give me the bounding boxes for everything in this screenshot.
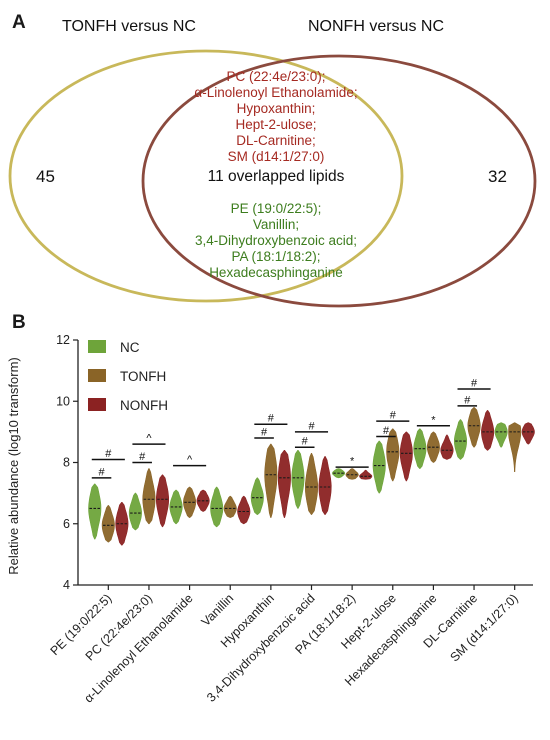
violin-nc (372, 440, 386, 494)
venn-overlap-label: 11 overlapped lipids (208, 168, 345, 185)
significance-label: # (471, 378, 478, 390)
y-tick-label: 4 (63, 578, 70, 592)
venn-red-item: Hypoxanthin; (237, 101, 316, 116)
violin-nc (494, 422, 508, 448)
violin-tonfh (223, 495, 237, 518)
venn-red-item: SM (d14:1/27:0) (228, 149, 325, 164)
significance-label: # (139, 451, 146, 463)
venn-left-count: 45 (36, 167, 55, 186)
y-tick-label: 12 (56, 333, 70, 347)
significance-label: # (390, 410, 397, 422)
venn-green-item: PA (18:1/18:2); (231, 249, 320, 264)
venn-red-list: PC (22:4e/23:0);α-Linolenoyl Ethanolamid… (194, 69, 357, 164)
violin-nc (210, 486, 224, 528)
significance-label: # (308, 420, 315, 432)
y-tick-label: 6 (63, 517, 70, 531)
venn-right-ellipse (141, 54, 537, 308)
venn-red-item: α-Linolenoyl Ethanolamide; (194, 85, 357, 100)
significance-label: # (98, 466, 105, 478)
violin-nc (88, 483, 102, 540)
violin-nonfh (156, 474, 169, 528)
violin-chart: B Relative abundance (log10 transform) 4… (6, 312, 535, 705)
x-category-label: Vanillin (199, 591, 237, 629)
significance-label: # (268, 413, 275, 425)
chart-legend: NC TONFH NONFH (88, 340, 168, 413)
venn-green-list: PE (19:0/22:5);Vanillin;3,4-Dihydroxyben… (195, 201, 357, 280)
y-axis-label: Relative abundance (log10 transform) (6, 357, 21, 575)
venn-green-item: Hexadecasphinganine (209, 265, 343, 280)
legend-swatch-nc (88, 340, 106, 353)
violin-tonfh (101, 505, 115, 543)
venn-red-item: DL-Carnitine; (236, 133, 316, 148)
venn-diagram: A TONFH versus NC NONFH versus NC 45 32 … (8, 12, 537, 308)
violin-nonfh (359, 469, 373, 480)
significance-label: ^ (187, 454, 193, 466)
legend-swatch-nonfh (88, 398, 106, 411)
panel-label-b: B (12, 312, 26, 333)
violin-tonfh (345, 468, 359, 480)
violin-tonfh (386, 428, 400, 482)
violin-tonfh (264, 443, 278, 518)
violin-tonfh (142, 468, 156, 525)
legend-label-nonfh: NONFH (120, 398, 168, 413)
significance-label: # (464, 394, 471, 406)
venn-left-title: TONFH versus NC (62, 18, 196, 35)
violin-nc (250, 477, 264, 515)
violin-nonfh (318, 456, 332, 515)
violin-nc (454, 419, 467, 460)
venn-green-item: Vanillin; (253, 217, 299, 232)
violin-marks (88, 407, 535, 546)
violin-nonfh (399, 431, 413, 482)
significance-label: # (105, 448, 112, 460)
violin-nonfh (521, 422, 535, 445)
venn-green-item: 3,4-Dihydroxybenzoic acid; (195, 233, 357, 248)
significance-label: * (431, 414, 436, 426)
y-tick-label: 8 (63, 456, 70, 470)
violin-tonfh (305, 453, 318, 515)
violin-nonfh (481, 410, 495, 451)
venn-right-title: NONFH versus NC (308, 18, 444, 35)
violin-nonfh (440, 434, 454, 460)
y-tick-label: 10 (56, 394, 70, 408)
venn-red-item: Hept-2-ulose; (235, 117, 316, 132)
significance-label: # (302, 436, 309, 448)
significance-label: # (261, 427, 268, 439)
violin-nc (128, 492, 142, 531)
legend-label-nc: NC (120, 340, 140, 355)
venn-right-count: 32 (488, 167, 507, 186)
venn-green-item: PE (19:0/22:5); (231, 201, 322, 216)
legend-swatch-tonfh (88, 369, 106, 382)
violin-tonfh (467, 407, 481, 448)
violin-nonfh (277, 450, 291, 518)
violin-nonfh (237, 495, 251, 525)
significance-label: ^ (146, 433, 152, 445)
significance-marks: ## #^^####*## *## (91, 378, 491, 479)
venn-red-item: PC (22:4e/23:0); (226, 69, 325, 84)
legend-label-tonfh: TONFH (120, 369, 166, 384)
violin-nc (291, 450, 305, 509)
significance-label: * (350, 456, 355, 468)
significance-label: # (383, 425, 390, 437)
venn-left-ellipse (8, 49, 404, 303)
violin-tonfh (508, 422, 522, 472)
panel-label-a: A (12, 12, 26, 33)
